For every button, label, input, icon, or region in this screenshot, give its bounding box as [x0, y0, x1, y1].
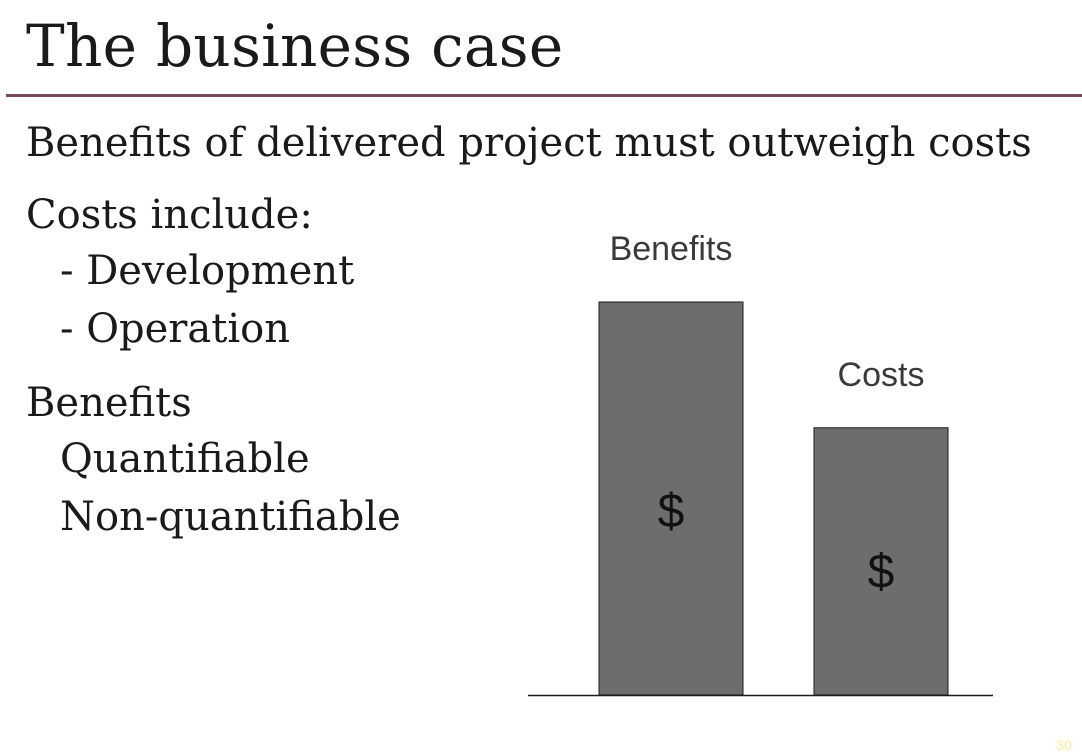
title-divider [6, 94, 1082, 97]
bar-costs [813, 427, 949, 696]
costs-item-development: - Development [60, 248, 355, 294]
benefits-heading: Benefits [26, 380, 192, 426]
category-label-costs: Costs [838, 356, 925, 394]
data-label-benefits: $ [658, 485, 685, 538]
costs-item-operation: - Operation [60, 306, 290, 352]
category-label-benefits: Benefits [610, 230, 733, 268]
bar-benefits [598, 301, 744, 696]
costs-heading: Costs include: [26, 192, 313, 238]
benefits-item-quantifiable: Quantifiable [60, 436, 310, 482]
data-label-costs: $ [868, 545, 895, 598]
page-number: 30 [1056, 737, 1072, 753]
benefits-item-non-quantifiable: Non-quantifiable [60, 494, 401, 540]
slide-title: The business case [26, 12, 564, 80]
subtitle: Benefits of delivered project must outwe… [26, 120, 1032, 166]
